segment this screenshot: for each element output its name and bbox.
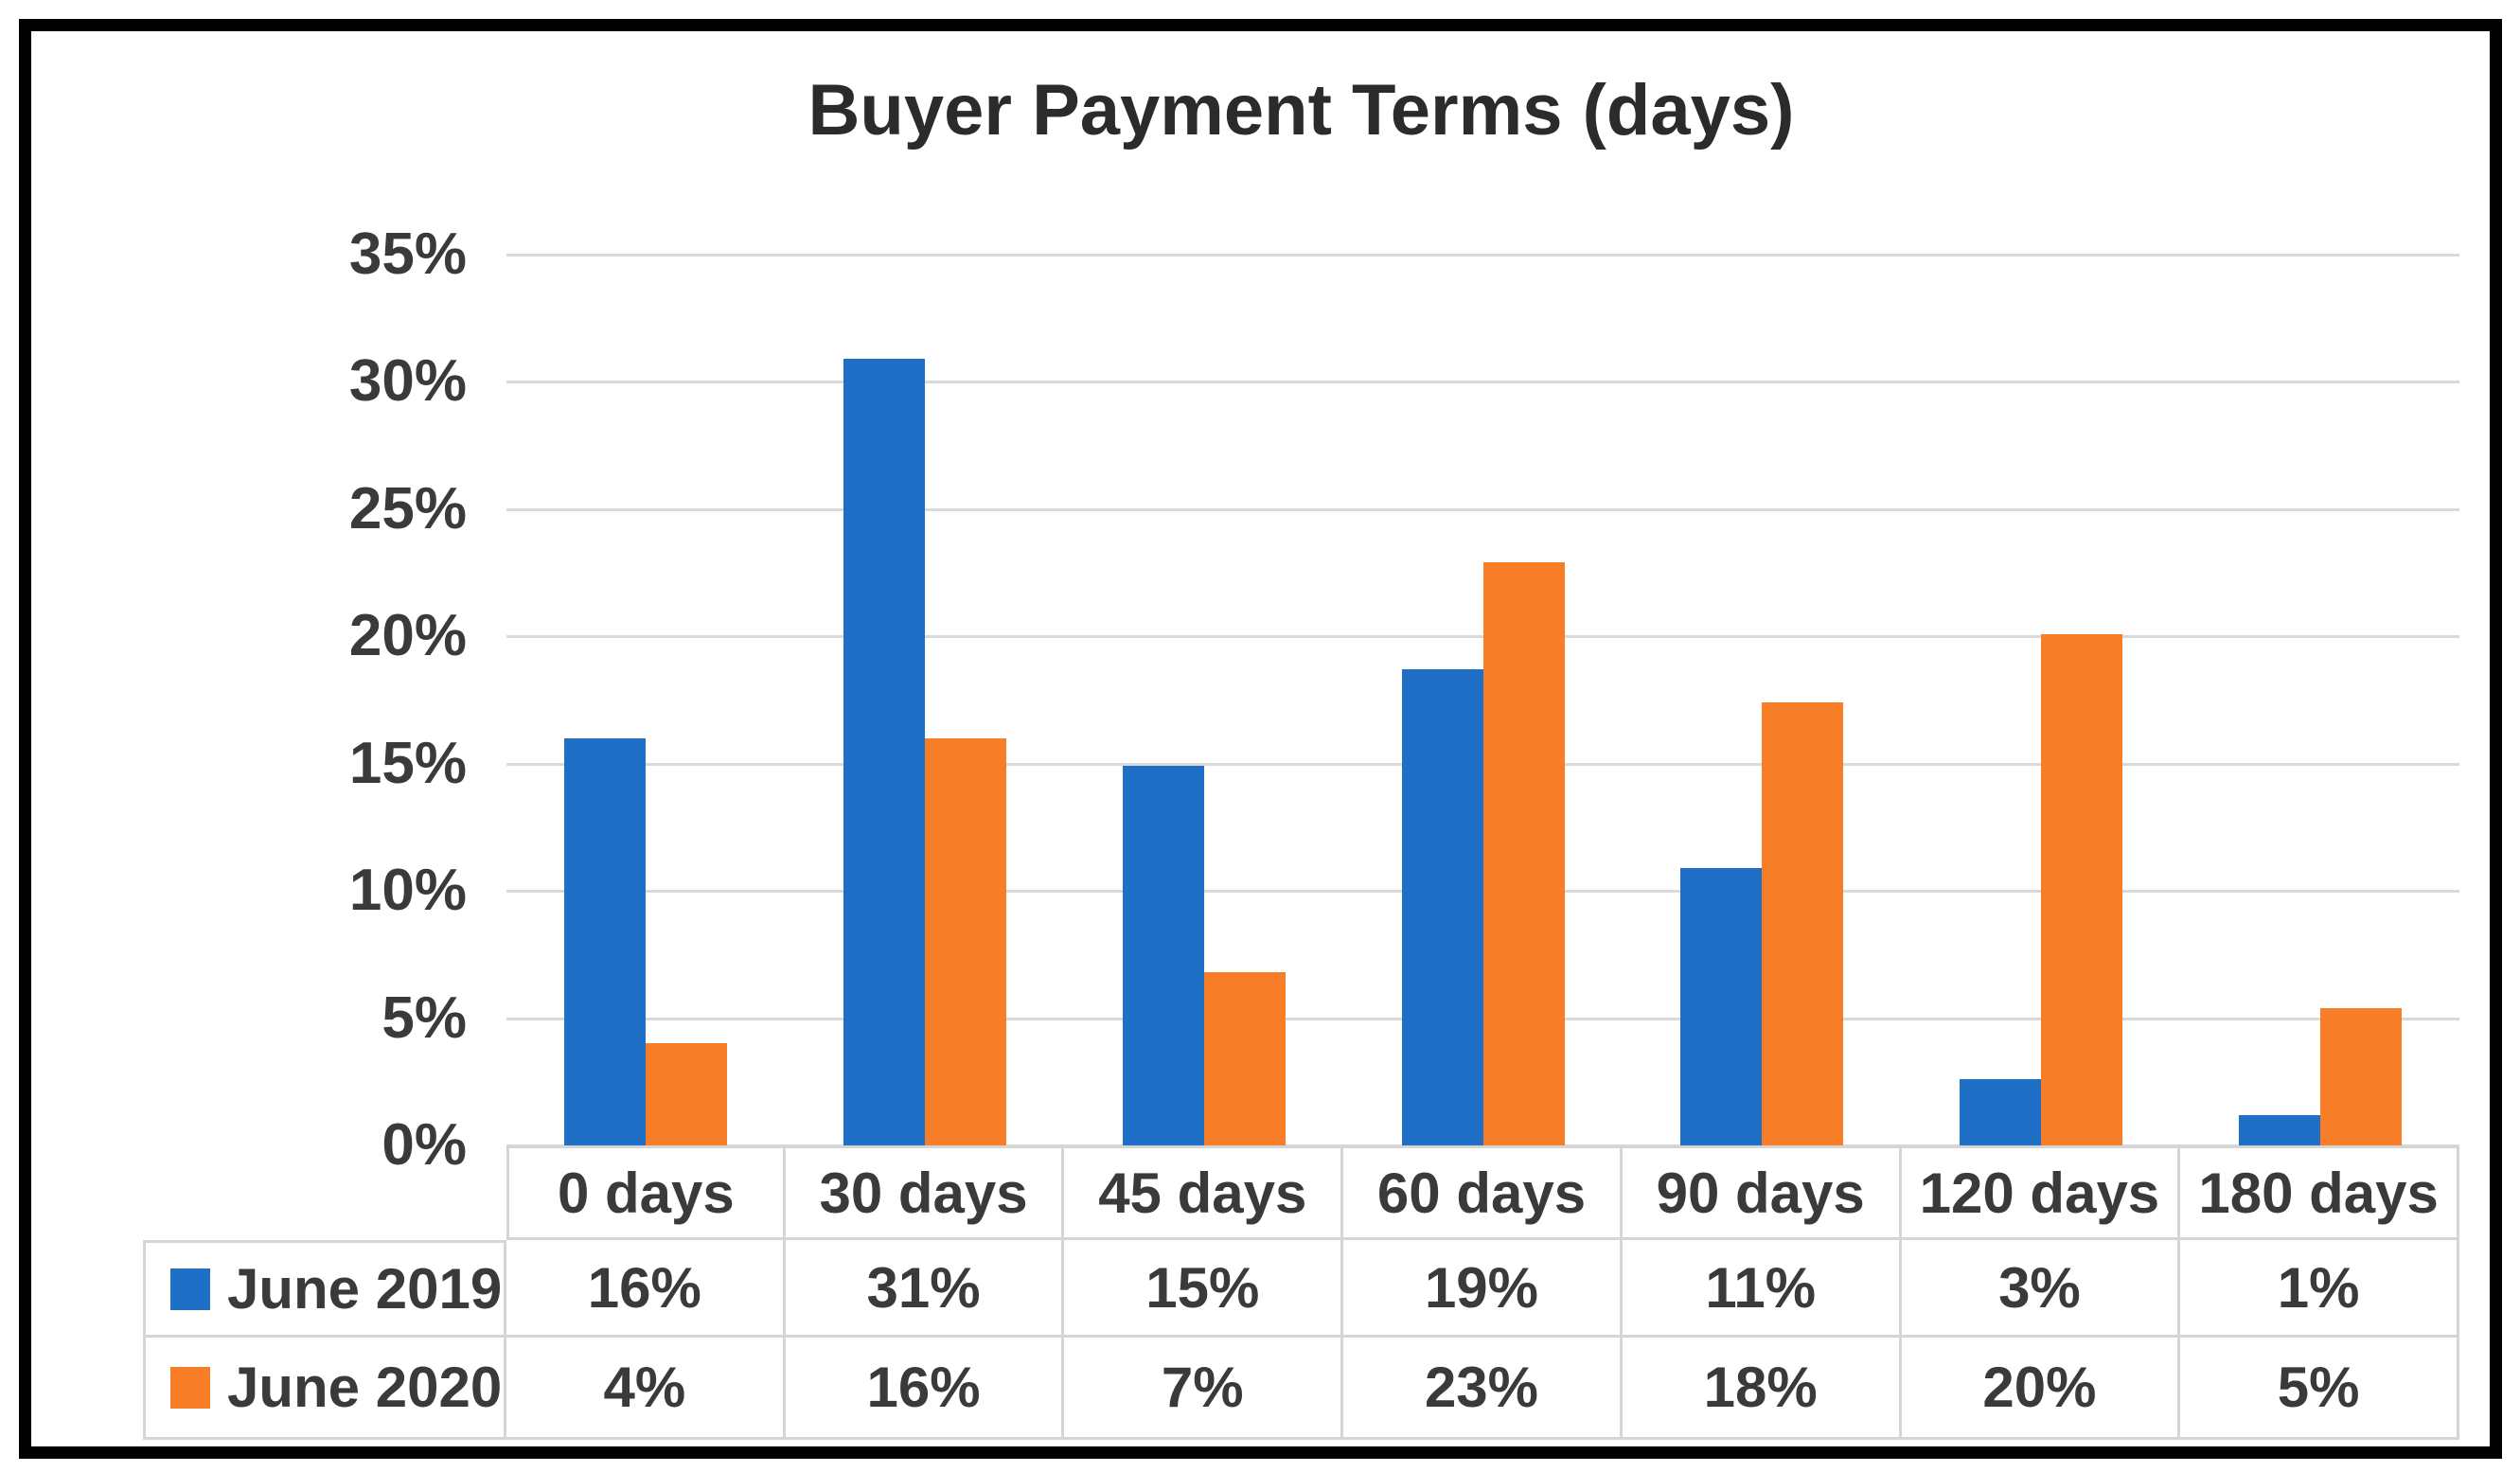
legend-cell-june-2020: June 2020: [143, 1338, 506, 1440]
value-cell: 5%: [2180, 1338, 2459, 1440]
category-header-cell: 90 days: [1622, 1145, 1902, 1240]
legend-cell-june-2019: June 2019: [143, 1240, 506, 1338]
bar-june-2020-90-days: [1762, 702, 1844, 1145]
value-cell: 4%: [506, 1338, 786, 1440]
bar-june-2019-30-days: [843, 359, 926, 1145]
y-axis-tick-label: 20%: [348, 603, 467, 669]
bar-june-2019-180-days: [2238, 1114, 2320, 1145]
value-cell: 11%: [1622, 1240, 1902, 1338]
gridline: [506, 254, 2459, 257]
table-corner-cell: [143, 1145, 506, 1240]
category-header-cell: 120 days: [1901, 1145, 2181, 1240]
category-header-cell: 60 days: [1343, 1145, 1623, 1240]
category-header-cell: 30 days: [785, 1145, 1065, 1240]
category-slot-60-days: [1343, 255, 1623, 1145]
legend-series-label: June 2020: [227, 1356, 503, 1419]
value-cell: 23%: [1343, 1338, 1623, 1440]
category-header-cell: 0 days: [506, 1145, 786, 1240]
value-cell: 15%: [1064, 1240, 1344, 1338]
gridline: [506, 635, 2459, 639]
y-axis-tick-label: 0%: [382, 1112, 467, 1178]
category-slot-120-days: [1902, 255, 2181, 1145]
category-slot-45-days: [1064, 255, 1343, 1145]
y-axis-tick-label: 10%: [348, 858, 467, 924]
chart-border-frame: Buyer Payment Terms (days) 35% 30% 25% 20% 1…: [19, 19, 2502, 1459]
bar-june-2020-0-days: [646, 1043, 728, 1145]
gridline: [506, 507, 2459, 511]
bar-june-2019-120-days: [1959, 1079, 2041, 1145]
bar-june-2020-45-days: [1203, 972, 1286, 1145]
category-header-cell: 180 days: [2180, 1145, 2459, 1240]
category-slot-90-days: [1623, 255, 1902, 1145]
value-cell: 7%: [1064, 1338, 1344, 1440]
category-slot-0-days: [506, 255, 786, 1145]
legend-series-label: June 2019: [227, 1257, 503, 1321]
value-cell: 1%: [2180, 1240, 2459, 1338]
bar-june-2020-30-days: [925, 737, 1007, 1145]
y-axis-tick-label: 5%: [382, 984, 467, 1051]
bar-june-2020-120-days: [2040, 633, 2122, 1145]
plot-area: [506, 254, 2459, 1147]
value-cell: 31%: [785, 1240, 1065, 1338]
y-axis-tick-label: 30%: [348, 348, 467, 415]
y-axis-tick-label: 15%: [348, 730, 467, 796]
category-header-cell: 45 days: [1064, 1145, 1344, 1240]
legend-swatch-icon: [170, 1366, 210, 1409]
y-axis: 35% 30% 25% 20% 15% 10% 5% 0%: [126, 222, 467, 1178]
bar-june-2020-60-days: [1482, 562, 1565, 1145]
y-axis-tick-label: 35%: [348, 222, 467, 287]
category-slot-180-days: [2180, 255, 2459, 1145]
bar-june-2019-0-days: [564, 737, 647, 1145]
bar-june-2019-45-days: [1122, 766, 1204, 1145]
value-cell: 20%: [1901, 1338, 2181, 1440]
value-cell: 18%: [1622, 1338, 1902, 1440]
legend-swatch-icon: [170, 1268, 210, 1310]
gridline: [506, 381, 2459, 384]
value-cell: 19%: [1343, 1240, 1623, 1338]
y-axis-tick-label: 25%: [348, 475, 467, 541]
category-slot-30-days: [786, 255, 1065, 1145]
bar-june-2019-90-days: [1680, 867, 1763, 1145]
data-table: 0 days 30 days 45 days 60 days 90 days 120 da…: [143, 1145, 2459, 1440]
value-cell: 3%: [1901, 1240, 2181, 1338]
value-cell: 16%: [785, 1338, 1065, 1440]
chart-title: Buyer Payment Terms (days): [807, 70, 1795, 151]
bar-june-2020-180-days: [2319, 1007, 2402, 1145]
bar-june-2019-60-days: [1401, 669, 1483, 1145]
bar-series-area: [506, 255, 2459, 1145]
value-cell: 16%: [506, 1240, 786, 1338]
